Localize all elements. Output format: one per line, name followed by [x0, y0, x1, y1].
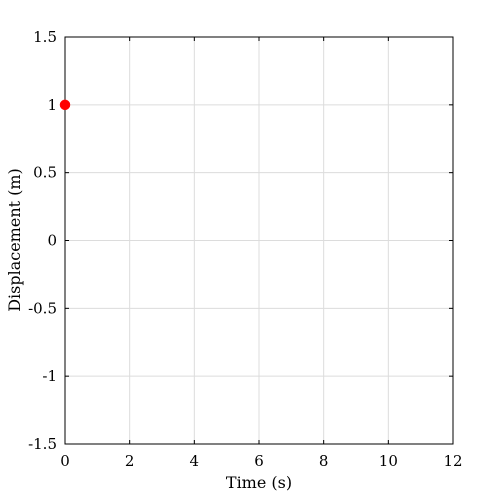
x-tick-label: 0 [60, 452, 70, 470]
x-tick-label: 4 [190, 452, 200, 470]
data-point [59, 99, 71, 111]
x-tick-label: 10 [379, 452, 398, 470]
x-tick-label: 12 [443, 452, 462, 470]
x-tick-label: 6 [254, 452, 264, 470]
y-tick-label: 0.5 [33, 164, 57, 182]
y-tick-label: 1 [47, 96, 57, 114]
y-axis-label: Displacement (m) [5, 168, 24, 312]
y-tick-label: -1 [42, 367, 57, 385]
plot-frame [64, 36, 454, 445]
y-tick-label: 1.5 [33, 28, 57, 46]
data-points [59, 99, 71, 111]
y-tick-label: 0 [47, 232, 57, 250]
y-tick-labels: -1.5 -1 -0.5 0 0.5 1 1.5 [28, 28, 57, 453]
x-tick-label: 8 [319, 452, 329, 470]
x-tick-label: 2 [125, 452, 135, 470]
x-tick-labels: 0 2 4 6 8 10 12 [60, 452, 462, 470]
y-tick-label: -1.5 [28, 435, 57, 453]
y-tick-label: -0.5 [28, 299, 57, 317]
x-axis-label: Time (s) [226, 473, 292, 492]
